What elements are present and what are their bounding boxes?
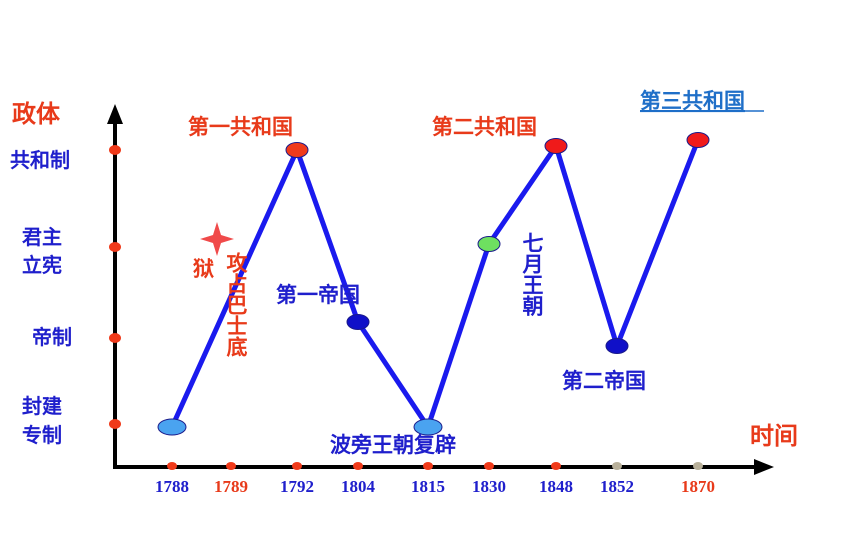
x-ticks xyxy=(167,462,703,470)
x-year-label-1848: 1848 xyxy=(539,477,573,496)
x-labels: 1788 1789 1792 1804 1815 1830 1848 1852 1870 xyxy=(155,477,715,496)
x-tick-1848 xyxy=(551,462,561,470)
y-level-feudal-line2: 专制 xyxy=(22,423,62,447)
data-points xyxy=(157,132,710,436)
label-july-monarchy: 七月王朝 xyxy=(520,232,545,317)
point-1870 xyxy=(686,132,710,148)
label-bourbon-restoration: 波旁王朝复辟 xyxy=(330,433,456,457)
bastille-star-icon xyxy=(200,222,234,256)
x-year-label-1815: 1815 xyxy=(411,477,445,496)
x-tick-1792 xyxy=(292,462,302,470)
x-year-label-1792: 1792 xyxy=(280,477,314,496)
label-second-empire: 第二帝国 xyxy=(562,369,646,393)
y-axis-title: 政体 xyxy=(12,100,61,128)
x-tick-1870 xyxy=(693,462,703,470)
y-level-empire: 帝制 xyxy=(32,325,72,349)
y-tick-constitutional xyxy=(109,242,121,252)
government-trend-line xyxy=(169,139,701,430)
y-ticks xyxy=(109,145,121,429)
label-first-republic: 第一共和国 xyxy=(188,115,293,139)
x-year-label-1870: 1870 xyxy=(681,477,715,496)
y-level-constitutional-line1: 君主 xyxy=(22,225,62,249)
point-1804 xyxy=(346,314,370,330)
label-first-empire: 第一帝国 xyxy=(276,283,360,307)
x-year-label-1789: 1789 xyxy=(214,477,248,496)
label-second-republic: 第二共和国 xyxy=(432,115,537,139)
y-tick-feudal xyxy=(109,419,121,429)
y-axis-arrow xyxy=(107,104,123,124)
x-year-label-1830: 1830 xyxy=(472,477,506,496)
x-tick-1804 xyxy=(353,462,363,470)
point-1792 xyxy=(285,142,309,158)
label-bastille-last-char: 狱 xyxy=(193,257,214,281)
x-tick-1830 xyxy=(484,462,494,470)
point-1788 xyxy=(157,418,187,436)
point-1830 xyxy=(477,236,501,252)
x-year-label-1788: 1788 xyxy=(155,477,189,496)
axes xyxy=(107,104,774,475)
y-level-republic: 共和制 xyxy=(10,148,70,172)
y-level-feudal-line1: 封建 xyxy=(22,394,62,418)
point-1815 xyxy=(413,418,443,436)
y-level-constitutional-line2: 立宪 xyxy=(22,253,62,277)
point-1852 xyxy=(605,338,629,354)
x-axis-title: 时间 xyxy=(750,422,798,450)
x-tick-1789 xyxy=(226,462,236,470)
x-tick-1788 xyxy=(167,462,177,470)
label-bastille-vertical: 攻占巴士底 xyxy=(224,251,248,358)
y-tick-republic xyxy=(109,145,121,155)
label-third-republic: 第三共和国 xyxy=(640,89,745,113)
x-year-label-1804: 1804 xyxy=(341,477,376,496)
x-tick-1852 xyxy=(612,462,622,470)
y-tick-empire xyxy=(109,333,121,343)
point-1848 xyxy=(544,138,568,154)
x-year-label-1852: 1852 xyxy=(600,477,634,496)
x-axis-arrow xyxy=(754,459,774,475)
x-tick-1815 xyxy=(423,462,433,470)
